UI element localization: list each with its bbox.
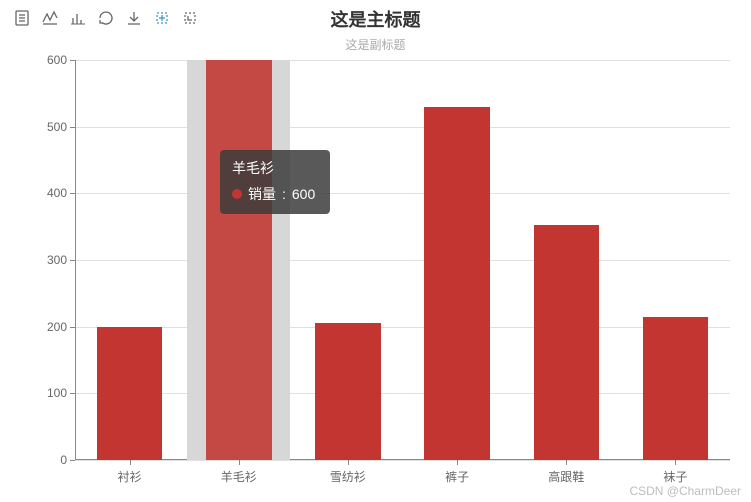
bar-slot[interactable]: 雪纺衫 <box>293 60 402 460</box>
x-tick-mark <box>348 460 349 465</box>
restore-icon[interactable] <box>95 7 117 29</box>
x-tick-mark <box>566 460 567 465</box>
save-image-icon[interactable] <box>123 7 145 29</box>
bar-slot[interactable]: 袜子 <box>621 60 730 460</box>
line-chart-icon[interactable] <box>39 7 61 29</box>
zoom-reset-icon[interactable] <box>179 7 201 29</box>
bar-slot[interactable]: 羊毛衫 <box>184 60 293 460</box>
watermark: CSDN @CharmDeer <box>629 484 741 498</box>
bar[interactable] <box>315 323 381 460</box>
bars-container: 衬衫羊毛衫雪纺衫裤子高跟鞋袜子 <box>75 60 730 460</box>
zoom-icon[interactable] <box>151 7 173 29</box>
gridline <box>75 460 730 461</box>
bar-slot[interactable]: 衬衫 <box>75 60 184 460</box>
chart-area: 0100200300400500600衬衫羊毛衫雪纺衫裤子高跟鞋袜子 <box>75 60 730 460</box>
bar-chart-icon[interactable] <box>67 7 89 29</box>
bar-slot[interactable]: 裤子 <box>403 60 512 460</box>
sub-title: 这是副标题 <box>0 36 751 53</box>
data-view-icon[interactable] <box>11 7 33 29</box>
bar[interactable] <box>97 327 163 460</box>
bar[interactable] <box>534 225 600 460</box>
y-tick-mark <box>70 460 75 461</box>
bar[interactable] <box>424 107 490 460</box>
x-tick-mark <box>130 460 131 465</box>
x-tick-mark <box>457 460 458 465</box>
toolbox <box>11 7 201 29</box>
plot-region[interactable]: 0100200300400500600衬衫羊毛衫雪纺衫裤子高跟鞋袜子 <box>75 60 730 460</box>
x-tick-mark <box>239 460 240 465</box>
bar[interactable] <box>643 317 709 460</box>
bar-slot[interactable]: 高跟鞋 <box>512 60 621 460</box>
bar[interactable] <box>206 60 272 460</box>
x-tick-mark <box>675 460 676 465</box>
